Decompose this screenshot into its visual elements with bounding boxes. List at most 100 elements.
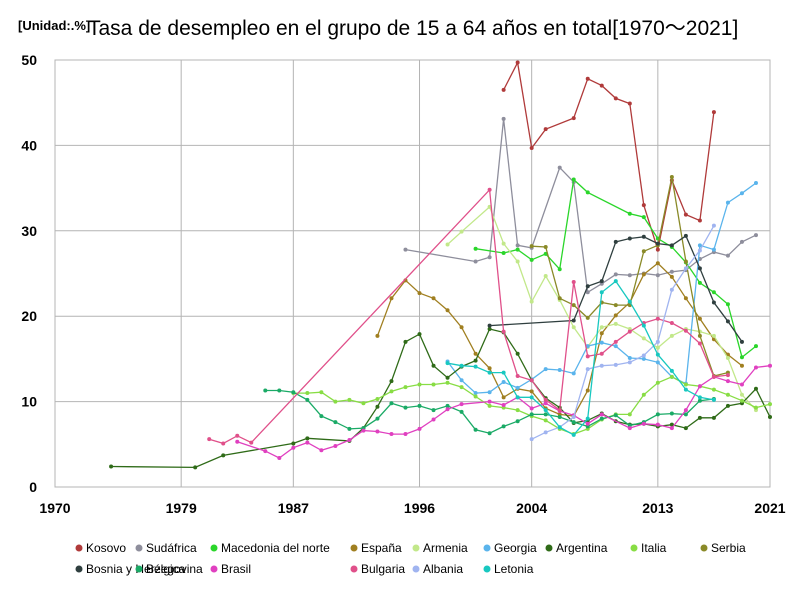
data-point-armenia [711,333,716,338]
data-point-kosovo [655,247,660,252]
data-point-espana [417,291,422,296]
data-point-armenia [445,242,450,247]
data-point-brasil [277,455,282,460]
legend-label-espana: España [361,541,402,555]
y-tick-label: 10 [21,394,37,410]
legend-marker-sudafrica [135,544,143,552]
data-point-kosovo [501,87,506,92]
data-point-brasil [768,363,772,368]
data-point-brasil [235,439,240,444]
data-point-espana [431,296,436,301]
data-point-argentina [683,426,688,431]
data-point-argentina [375,404,380,409]
data-point-kosovo [711,110,716,115]
data-point-armenia [725,356,730,361]
data-point-brasil [697,384,702,389]
data-point-brasil [375,429,380,434]
y-tick-label: 40 [21,137,37,153]
legend-marker-espana [350,544,358,552]
data-point-bosnia-y-herzegovina [641,234,646,239]
data-point-argentina [431,363,436,368]
data-point-albania [543,430,548,435]
data-point-brasil [389,432,394,437]
legend-marker-georgia [483,544,491,552]
data-point-sudafrica [725,253,730,258]
data-point-belgica [291,390,296,395]
data-point-belgica [557,414,562,419]
data-point-armenia [655,345,660,350]
data-point-espana [739,363,744,368]
series-macedonia-del-norte [473,177,758,360]
data-point-serbia [613,303,618,308]
data-point-albania [669,287,674,292]
data-point-brasil [263,449,268,454]
legend-marker-brasil [210,565,218,573]
data-point-kosovo [599,83,604,88]
data-point-espana [613,313,618,318]
data-point-italia [305,391,310,396]
data-point-bulgaria [655,316,660,321]
series-line-armenia [447,205,757,411]
data-point-brasil [319,448,324,453]
data-point-brasil [641,421,646,426]
data-point-albania [711,223,716,228]
data-point-macedonia-del-norte [571,177,576,182]
data-point-bulgaria [249,440,254,445]
data-point-belgica [305,397,310,402]
data-point-kosovo [515,60,520,65]
data-point-macedonia-del-norte [697,280,702,285]
data-point-letonia [641,323,646,328]
series-line-kosovo [503,60,715,253]
data-point-macedonia-del-norte [557,267,562,272]
legend-label-bulgaria: Bulgaria [361,562,405,576]
data-point-italia [768,402,772,407]
legend-marker-bosnia-y-herzegovina [75,565,83,573]
data-point-bosnia-y-herzegovina [739,339,744,344]
data-point-belgica [445,403,450,408]
data-point-italia [361,401,366,406]
series-line-brasil [237,365,771,459]
data-point-letonia [459,363,464,368]
series-armenia [445,204,758,413]
data-point-sudafrica [753,233,758,238]
data-point-espana [487,366,492,371]
series-lines [109,60,772,470]
data-point-argentina [403,339,408,344]
data-point-italia [641,392,646,397]
data-point-espana [375,333,380,338]
series-belgica [263,388,716,436]
chart-title: Tasa de desempleo en el grupo de 15 a 64… [88,17,739,40]
data-point-brasil [683,408,688,413]
data-point-armenia [599,325,604,330]
data-point-letonia [529,395,534,400]
grid-lines [54,59,771,488]
data-point-albania [613,362,618,367]
data-point-brasil [655,422,660,427]
plot-frame [54,59,771,488]
legend-label-brasil: Brasil [221,562,251,576]
data-point-belgica [403,405,408,410]
data-point-letonia [473,364,478,369]
data-point-macedonia-del-norte [641,215,646,220]
data-point-belgica [487,431,492,436]
data-point-italia [375,397,380,402]
legend-marker-belgica [135,565,143,573]
data-point-letonia [571,432,576,437]
data-point-argentina [697,415,702,420]
data-point-espana [473,351,478,356]
data-point-armenia [613,321,618,326]
data-point-brasil [529,406,534,411]
data-point-sudafrica [557,165,562,170]
data-point-georgia [627,356,632,361]
data-point-espana [669,274,674,279]
data-point-belgica [347,426,352,431]
y-tick-label: 30 [21,223,37,239]
data-point-belgica [571,420,576,425]
data-point-macedonia-del-norte [501,251,506,256]
data-point-sudafrica [669,269,674,274]
data-point-kosovo [543,127,548,132]
data-point-letonia [599,290,604,295]
data-point-espana [641,272,646,277]
data-point-bosnia-y-herzegovina [669,243,674,248]
data-point-letonia [655,352,660,357]
